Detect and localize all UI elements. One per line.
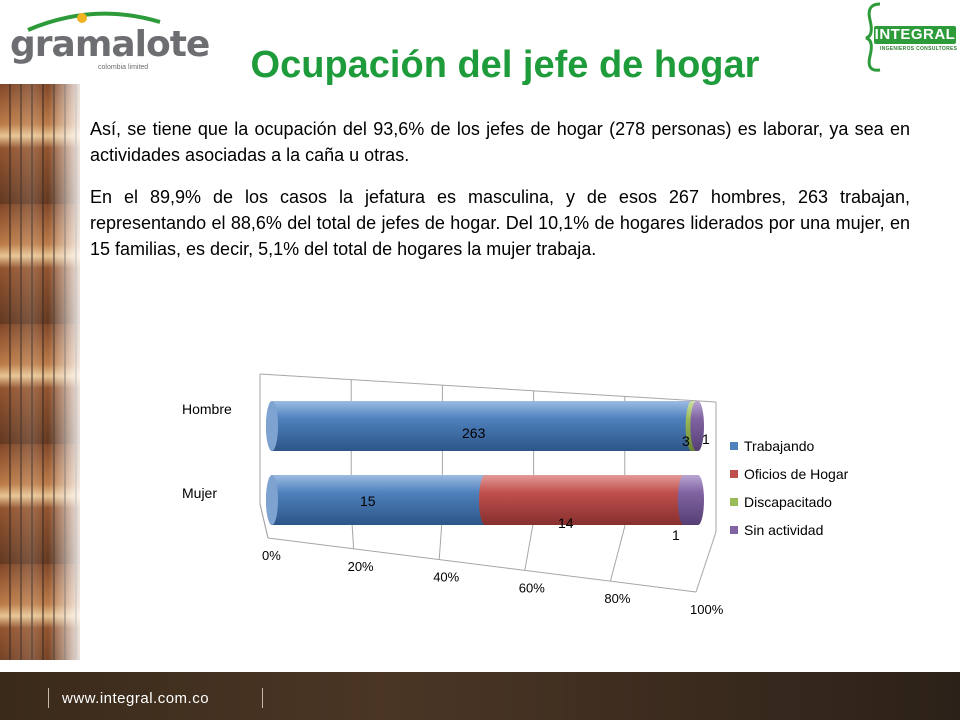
bar-segment: [266, 401, 698, 451]
paragraph-2: En el 89,9% de los casos la jefatura es …: [90, 187, 910, 259]
legend-swatch: [730, 498, 738, 506]
wall-top: [259, 373, 717, 403]
page-title: Ocupación del jefe de hogar: [250, 44, 760, 86]
category-label: Hombre: [182, 401, 232, 417]
integral-logo-curve-icon: [865, 2, 881, 72]
legend-item: Oficios de Hogar: [730, 460, 848, 488]
integral-logo-tag: INGENIEROS CONSULTORES: [880, 46, 958, 52]
legend-swatch: [730, 470, 738, 478]
x-tick-label: 60%: [519, 580, 545, 595]
legend-item: Discapacitado: [730, 488, 848, 516]
legend-label: Trabajando: [744, 438, 815, 454]
floor-gridline: [609, 526, 626, 582]
bar-segment: [266, 475, 491, 525]
legend-item: Sin actividad: [730, 516, 848, 544]
x-tick-label: 0%: [262, 548, 281, 563]
gramalote-logo: gramalote colombia limited: [6, 8, 210, 72]
floor-gridline: [524, 520, 535, 571]
integral-logo: INTEGRAL INGENIEROS CONSULTORES: [858, 0, 960, 74]
bar-end-cap: [266, 475, 278, 525]
floor-gridline: [695, 531, 717, 593]
bar-segment: [677, 475, 704, 525]
x-tick-label: 20%: [348, 559, 374, 574]
bar-end-cap: [266, 401, 278, 451]
legend-label: Sin actividad: [744, 522, 824, 538]
paragraph-1: Así, se tiene que la ocupación del 93,6%…: [90, 119, 910, 165]
data-label: 15: [360, 493, 376, 509]
gramalote-logo-word: gramalote: [10, 24, 210, 65]
floor-left-edge: [259, 503, 269, 539]
data-label: 263: [462, 425, 486, 441]
legend-item: Trabajando: [730, 432, 848, 460]
footer-divider: [48, 688, 49, 708]
footer: www.integral.com.co: [0, 672, 960, 720]
x-tick-label: 100%: [690, 602, 724, 617]
data-label: 3: [682, 433, 690, 449]
data-label: 14: [558, 515, 574, 531]
footer-url: www.integral.com.co: [62, 690, 210, 707]
chart-legend: Trabajando Oficios de Hogar Discapacitado S…: [730, 432, 848, 544]
gramalote-logo-sub: colombia limited: [98, 64, 149, 71]
bar-segment: [690, 401, 704, 451]
gramalote-logo-arc-icon: [27, 11, 161, 32]
legend-label: Oficios de Hogar: [744, 466, 849, 482]
footer-divider: [262, 688, 263, 708]
floor-front-edge: [267, 537, 697, 593]
category-label: Mujer: [182, 485, 217, 501]
data-label: 1: [672, 527, 680, 543]
x-tick-label: 80%: [604, 591, 630, 606]
legend-swatch: [730, 526, 738, 534]
legend-swatch: [730, 442, 738, 450]
data-label: 1: [702, 431, 710, 447]
x-tick-label: 40%: [433, 570, 459, 585]
bar-segment: [479, 475, 690, 525]
sugarcane-decoration: [0, 84, 80, 660]
chart-bars: [266, 401, 704, 525]
legend-label: Discapacitado: [744, 494, 832, 510]
integral-logo-brand: INTEGRAL: [874, 26, 956, 44]
body-text: Así, se tiene que la ocupación del 93,6%…: [90, 116, 910, 278]
